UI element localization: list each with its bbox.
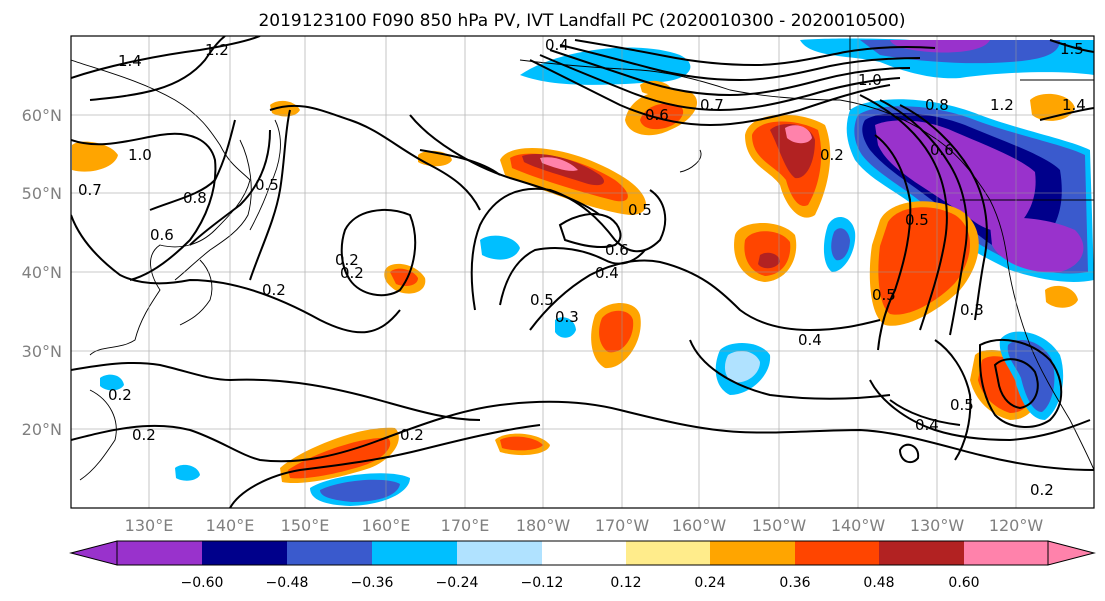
lon-label: 170°E (441, 516, 490, 535)
lon-label: 140°E (206, 516, 255, 535)
contour-label: 0.2 (108, 386, 132, 404)
latitude-labels: 60°N 50°N 40°N 30°N 20°N (22, 106, 62, 439)
lon-label: 160°W (672, 516, 727, 535)
contour-label: 1.0 (858, 71, 882, 89)
shade-ne-pacific-negative (800, 38, 1094, 282)
contour-label: 0.6 (930, 141, 954, 159)
lon-label: 150°W (752, 516, 807, 535)
contour-label: 0.2 (400, 426, 424, 444)
colorbar-frame (116, 540, 1049, 566)
contour-label: 0.4 (595, 264, 619, 282)
colorbar-tick-labels: −0.60 −0.48 −0.36 −0.24 −0.12 0.12 0.24 … (181, 575, 980, 591)
colorbar-segment (372, 541, 457, 565)
colorbar: −0.60 −0.48 −0.36 −0.24 −0.12 0.12 0.24 … (69, 540, 1096, 591)
contour-label: 0.8 (183, 189, 207, 207)
colorbar-under-extension (69, 540, 118, 566)
contour-label: 1.4 (118, 52, 142, 70)
figure-title: 2019123100 F090 850 hPa PV, IVT Landfall… (258, 11, 905, 31)
colorbar-tick-label: 0.48 (863, 575, 894, 591)
lon-label: 180°W (516, 516, 571, 535)
colorbar-segment (202, 541, 287, 565)
contour-label: 0.2 (1030, 481, 1054, 499)
contour-label: 0.4 (798, 331, 822, 349)
colorbar-segment (117, 541, 202, 565)
lon-label: 150°E (281, 516, 330, 535)
contour-label: 0.6 (605, 241, 629, 259)
lon-label: 130°W (910, 516, 965, 535)
contour-label: 0.3 (960, 301, 984, 319)
colorbar-segment (584, 541, 626, 565)
contour-label: 0.4 (545, 36, 569, 54)
contour-label: 0.2 (340, 264, 364, 282)
colorbar-tick-label: −0.48 (266, 575, 309, 591)
map-frame (70, 35, 1095, 509)
colorbar-tick-label: −0.12 (521, 575, 564, 591)
colorbar-segment (626, 541, 710, 565)
colorbar-tick-label: −0.24 (436, 575, 479, 591)
contour-label: 0.6 (645, 106, 669, 124)
lon-label: 120°W (989, 516, 1044, 535)
contour-label: 0.2 (335, 251, 359, 269)
lat-label: 30°N (22, 342, 62, 361)
contour-labels: 1.4 1.2 1.0 0.7 0.8 0.5 0.6 0.4 0.2 0.2 … (78, 36, 1086, 499)
shade-small-blobs (72, 80, 1078, 481)
contour-label: 1.0 (128, 146, 152, 164)
coastlines (71, 36, 1094, 481)
contour-label: 1.2 (205, 41, 229, 59)
colorbar-segment (542, 541, 584, 565)
colorbar-segment (795, 541, 879, 565)
map-panel: 1.4 1.2 1.0 0.7 0.8 0.5 0.6 0.4 0.2 0.2 … (71, 36, 1094, 508)
longitude-labels: 130°E 140°E 150°E 160°E 170°E 180°W 170°… (125, 516, 1044, 535)
contour-label: 0.3 (555, 308, 579, 326)
contour-label: 0.8 (925, 96, 949, 114)
colorbar-segment (457, 541, 542, 565)
colorbar-over-extension (1047, 540, 1096, 566)
lat-label: 60°N (22, 106, 62, 125)
colorbar-tick-label: −0.36 (351, 575, 394, 591)
shade-140w-positive (869, 201, 979, 326)
contour-label: 0.2 (262, 281, 286, 299)
colorbar-tick-label: 0.60 (948, 575, 979, 591)
pv-contours (71, 36, 1094, 508)
lon-label: 140°W (831, 516, 886, 535)
colorbar-tick-label: 0.24 (694, 575, 725, 591)
contour-label: 0.5 (628, 201, 652, 219)
contour-label: 0.5 (905, 211, 929, 229)
contour-label: 1.4 (1062, 96, 1086, 114)
colorbar-segment (710, 541, 795, 565)
contour-label: 0.5 (950, 396, 974, 414)
contour-label: 0.2 (820, 146, 844, 164)
colorbar-segment (879, 541, 964, 565)
shade-bering-orange (625, 89, 698, 136)
colorbar-segment (287, 541, 372, 565)
contour-label: 0.5 (872, 286, 896, 304)
lat-label: 40°N (22, 263, 62, 282)
lon-label: 130°E (125, 516, 174, 535)
lat-label: 50°N (22, 184, 62, 203)
contour-label: 0.5 (255, 176, 279, 194)
colorbar-tick-label: 0.36 (779, 575, 810, 591)
lat-label: 20°N (22, 420, 62, 439)
colorbar-tick-label: 0.12 (610, 575, 641, 591)
contour-label: 0.7 (78, 181, 102, 199)
colorbar-tick-label: −0.60 (181, 575, 224, 591)
contour-label: 0.7 (700, 96, 724, 114)
contour-label: 0.2 (132, 426, 156, 444)
shaded-anomaly-regions (72, 38, 1094, 506)
contour-label: 0.4 (915, 416, 939, 434)
shade-central-pacific-positive (500, 148, 647, 215)
contour-label: 1.2 (990, 96, 1014, 114)
contour-label: 0.5 (530, 291, 554, 309)
colorbar-segment (964, 541, 1048, 565)
contour-label: 0.6 (150, 226, 174, 244)
contour-label: 1.5 (1060, 40, 1084, 58)
lon-label: 170°W (595, 516, 650, 535)
lon-label: 160°E (362, 516, 411, 535)
shade-130w-dipole (970, 331, 1064, 420)
